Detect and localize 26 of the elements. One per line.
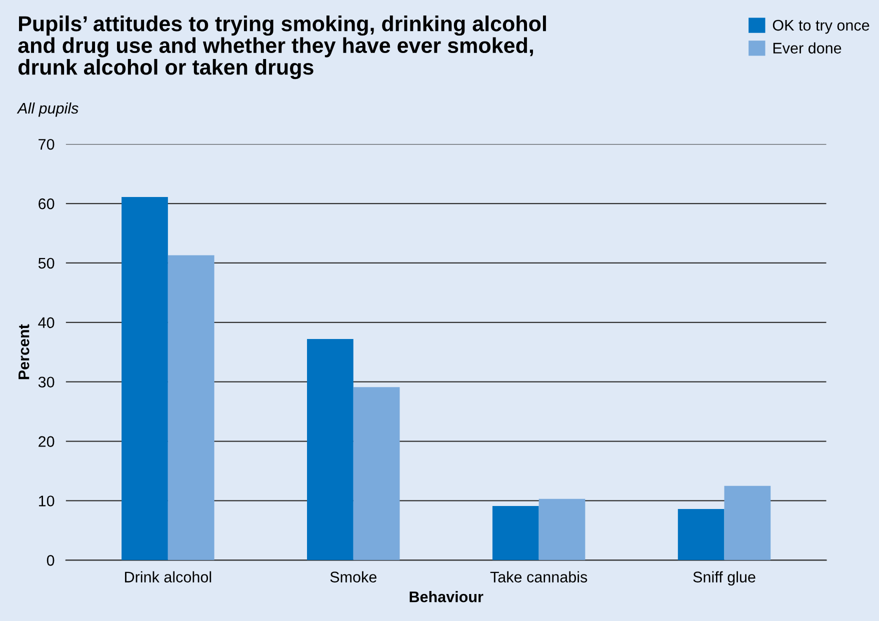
y-tick-label: 10 xyxy=(38,496,54,506)
bar xyxy=(724,486,771,560)
y-tick-label: 0 xyxy=(46,555,54,566)
bar xyxy=(307,339,354,560)
y-tick-label: 20 xyxy=(38,436,54,447)
chart-subtitle: All pupils xyxy=(16,102,78,117)
x-tick-label: Sniff glue xyxy=(693,571,756,586)
x-axis-title: Behaviour xyxy=(410,591,484,602)
legend-label: Ever done xyxy=(773,42,842,54)
x-tick-label: Drink alcohol xyxy=(125,571,212,582)
y-tick-label: 50 xyxy=(38,258,54,269)
bar xyxy=(538,498,586,560)
y-axis-title: Percent xyxy=(18,324,30,380)
y-tick-label: 60 xyxy=(38,198,54,210)
bar xyxy=(353,387,400,560)
y-tick-label: 70 xyxy=(38,138,54,150)
x-tick-label: Smoke xyxy=(330,571,376,582)
bar xyxy=(492,506,539,560)
legend-label: OK to try once xyxy=(772,20,870,34)
bar xyxy=(122,196,168,560)
x-tick-label: Take cannabis xyxy=(490,571,588,582)
bar xyxy=(678,509,724,560)
y-tick-label: 30 xyxy=(38,376,54,388)
chart-title: Pupils’ attitudes to trying smoking, drinking alcohol and drug use and whether they have ever smoked, drunk alcohol or taken drugs xyxy=(18,16,546,80)
bar xyxy=(168,255,214,560)
y-tick-label: 40 xyxy=(38,317,54,328)
